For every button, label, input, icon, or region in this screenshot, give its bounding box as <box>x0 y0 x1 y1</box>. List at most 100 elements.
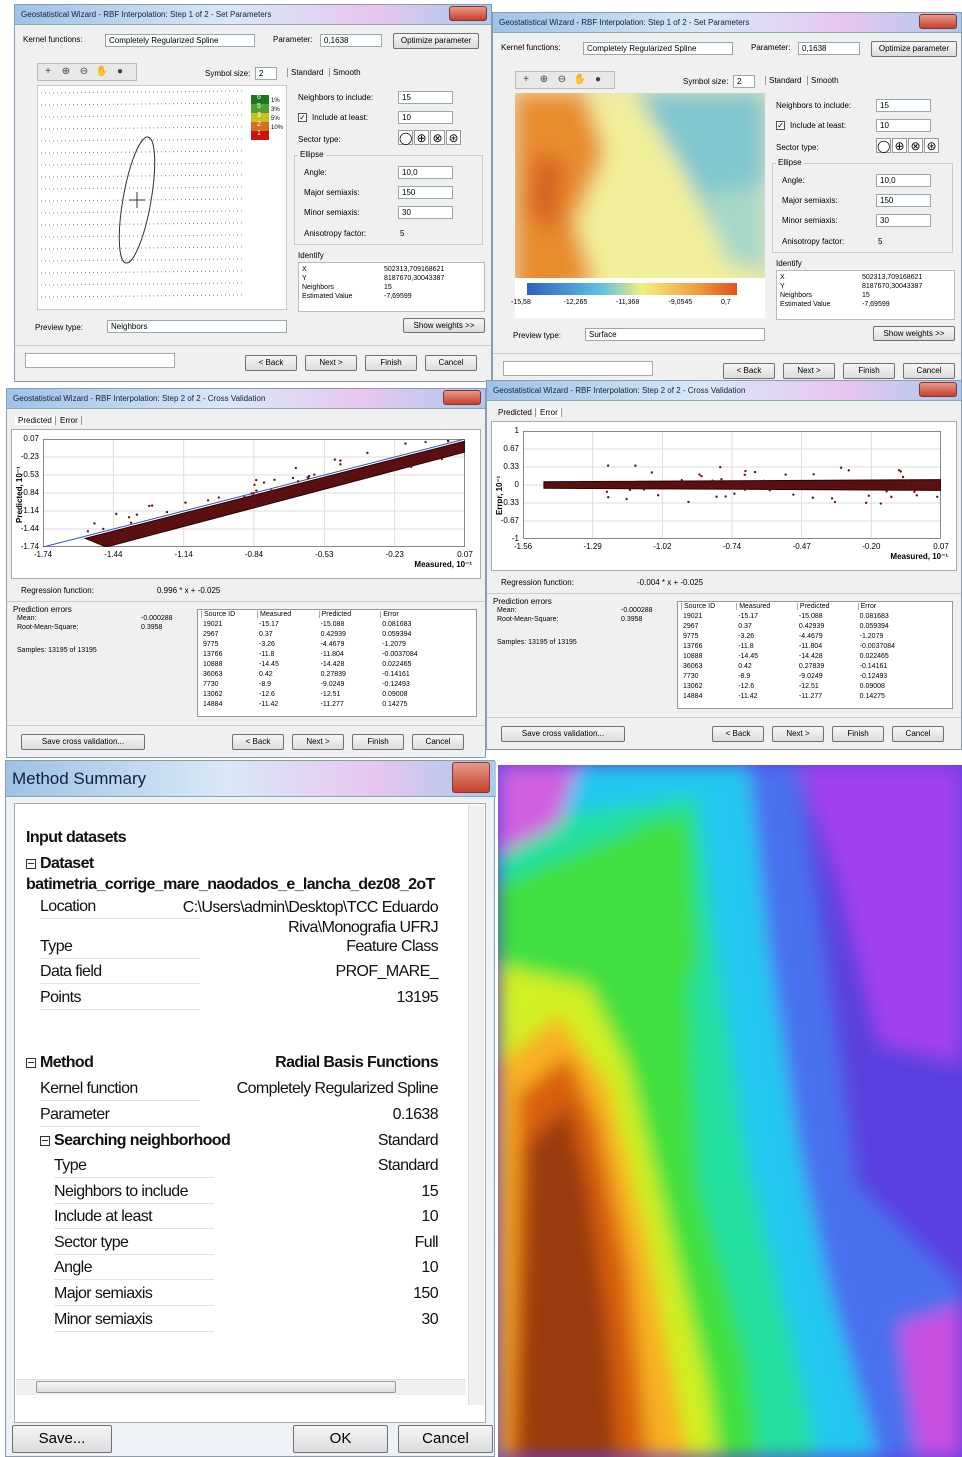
button[interactable]: < Back <box>232 734 284 750</box>
tool-icon[interactable]: + <box>519 73 533 87</box>
table-header: Error <box>380 611 399 618</box>
tab[interactable]: Standard <box>287 68 326 77</box>
close-button[interactable] <box>919 14 957 29</box>
table-cell: -14.45 <box>738 653 758 660</box>
tool-icon[interactable]: ⊕ <box>537 73 551 87</box>
close-button[interactable] <box>449 6 487 21</box>
scrollbar-v[interactable] <box>468 805 484 1405</box>
legend-count: 5 <box>257 103 261 110</box>
sector-icon[interactable]: ◯ <box>398 130 413 145</box>
button[interactable]: Next > <box>305 355 357 371</box>
tab[interactable]: Predicted <box>495 408 536 417</box>
button[interactable]: Show weights >> <box>403 318 485 333</box>
button[interactable]: < Back <box>723 363 775 379</box>
input-box[interactable]: Neighbors <box>107 320 287 333</box>
sector-icon[interactable]: ⊗ <box>430 130 445 145</box>
button[interactable]: Save cross validation... <box>501 726 625 742</box>
identify-label: X <box>780 274 785 281</box>
button[interactable]: Finish <box>365 355 417 371</box>
input-box[interactable]: 15 <box>876 99 931 112</box>
button[interactable]: Finish <box>832 726 884 742</box>
scatter-dot <box>885 490 887 492</box>
input-box[interactable]: 0,1638 <box>798 42 860 55</box>
input-box[interactable]: 15 <box>398 91 453 104</box>
input-box[interactable]: Surface <box>585 328 765 341</box>
input-box[interactable]: 2 <box>733 75 755 88</box>
sector-icon[interactable]: ⊕ <box>414 130 429 145</box>
input-box[interactable]: 10 <box>876 119 931 132</box>
button[interactable]: OK <box>293 1425 388 1453</box>
row-label: Location <box>40 898 96 916</box>
button[interactable]: Cancel <box>425 355 477 371</box>
tool-icon[interactable]: ⊖ <box>555 73 569 87</box>
button[interactable]: Next > <box>292 734 344 750</box>
button[interactable]: Finish <box>352 734 404 750</box>
button[interactable]: Save... <box>12 1425 112 1453</box>
button[interactable]: Finish <box>843 363 895 379</box>
sector-icon[interactable]: ⊗ <box>908 138 923 153</box>
tool-icon[interactable]: + <box>41 65 55 79</box>
button[interactable]: Cancel <box>398 1425 493 1453</box>
sector-icon[interactable]: ⊛ <box>446 130 461 145</box>
button[interactable]: Optimize parameter <box>393 33 479 49</box>
expander[interactable] <box>26 1058 36 1068</box>
tab[interactable]: Predicted <box>15 416 56 425</box>
label: Sector type: <box>776 143 819 152</box>
expander[interactable] <box>40 1136 50 1146</box>
input-box[interactable]: Completely Regularized Spline <box>583 42 733 55</box>
tab[interactable]: Smooth <box>329 68 364 77</box>
checkbox[interactable]: ✓ <box>298 113 307 122</box>
sector-icon[interactable]: ⊕ <box>892 138 907 153</box>
scatter-dot <box>270 489 272 491</box>
close-button[interactable] <box>919 382 957 397</box>
input-box[interactable]: 0,1638 <box>320 34 382 47</box>
button[interactable]: Next > <box>783 363 835 379</box>
row-value: 0.1638 <box>178 1106 438 1124</box>
button[interactable]: < Back <box>712 726 764 742</box>
button[interactable]: Save cross validation... <box>21 734 145 750</box>
checkbox[interactable]: ✓ <box>776 121 785 130</box>
input-box[interactable]: 150 <box>398 186 453 199</box>
tab[interactable]: Standard <box>765 76 804 85</box>
input-box[interactable]: 10,0 <box>398 166 453 179</box>
scatter-dot <box>763 480 765 482</box>
y-axis-label: Error, 10⁻¹ <box>495 476 504 515</box>
input-box[interactable]: Completely Regularized Spline <box>105 34 255 47</box>
tool-icon[interactable]: ● <box>113 65 127 79</box>
tool-icon[interactable]: ● <box>591 73 605 87</box>
button[interactable]: Next > <box>772 726 824 742</box>
sector-icon[interactable]: ◯ <box>876 138 891 153</box>
button[interactable]: < Back <box>245 355 297 371</box>
button[interactable]: Show weights >> <box>873 326 955 341</box>
close-button[interactable] <box>443 390 481 405</box>
scroll-thumb[interactable] <box>36 1381 396 1393</box>
label: Neighbors to include: <box>776 101 851 110</box>
table-cell: 0.42 <box>259 671 273 678</box>
button[interactable]: Optimize parameter <box>871 41 957 57</box>
scatter-dot <box>882 487 884 489</box>
tool-icon[interactable]: ✋ <box>573 73 587 87</box>
expander[interactable] <box>26 859 36 869</box>
tab[interactable]: Smooth <box>807 76 842 85</box>
input-box[interactable]: 150 <box>876 194 931 207</box>
sector-icon[interactable]: ⊛ <box>924 138 939 153</box>
input-box[interactable]: 30 <box>876 214 931 227</box>
input-box[interactable]: 30 <box>398 206 453 219</box>
input-box[interactable]: 2 <box>255 67 277 80</box>
table-header: Source ID <box>201 611 235 618</box>
row-rule <box>54 1203 214 1204</box>
input-box[interactable]: 10 <box>398 111 453 124</box>
tool-icon[interactable]: ✋ <box>95 65 109 79</box>
table-cell: -11.42 <box>259 701 278 708</box>
button[interactable]: Cancel <box>892 726 944 742</box>
button[interactable]: Cancel <box>903 363 955 379</box>
button[interactable]: Cancel <box>412 734 464 750</box>
tab[interactable]: Error <box>537 408 562 417</box>
tab[interactable]: Error <box>57 416 82 425</box>
tool-icon[interactable]: ⊕ <box>59 65 73 79</box>
title-bar: Geostatistical Wizard - RBF Interpolatio… <box>487 381 962 401</box>
close-button[interactable] <box>452 762 490 793</box>
group-label: Identify <box>298 251 324 260</box>
input-box[interactable]: 10,0 <box>876 174 931 187</box>
tool-icon[interactable]: ⊖ <box>77 65 91 79</box>
